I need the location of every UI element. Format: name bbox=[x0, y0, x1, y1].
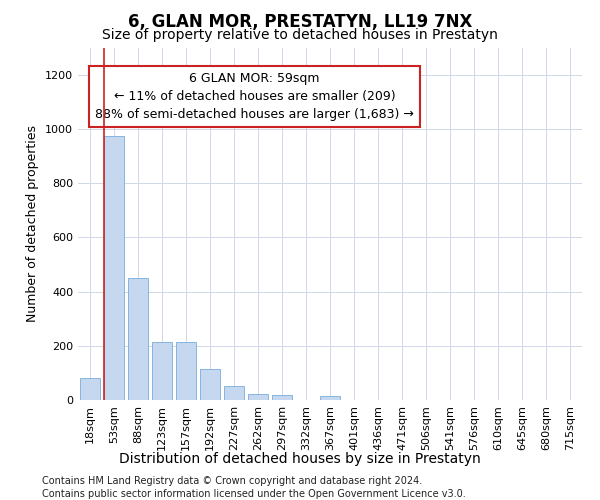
Bar bbox=[80, 378, 100, 400]
Text: Size of property relative to detached houses in Prestatyn: Size of property relative to detached ho… bbox=[102, 28, 498, 42]
Y-axis label: Number of detached properties: Number of detached properties bbox=[26, 125, 40, 322]
Bar bbox=[200, 369, 220, 400]
Text: 6, GLAN MOR, PRESTATYN, LL19 7NX: 6, GLAN MOR, PRESTATYN, LL19 7NX bbox=[128, 12, 472, 30]
Bar bbox=[224, 386, 244, 400]
Bar bbox=[320, 396, 340, 400]
Bar bbox=[272, 394, 292, 400]
Text: Contains HM Land Registry data © Crown copyright and database right 2024.: Contains HM Land Registry data © Crown c… bbox=[42, 476, 422, 486]
Text: 6 GLAN MOR: 59sqm
← 11% of detached houses are smaller (209)
88% of semi-detache: 6 GLAN MOR: 59sqm ← 11% of detached hous… bbox=[95, 72, 414, 121]
Bar bbox=[104, 136, 124, 400]
Bar bbox=[248, 394, 268, 400]
Bar bbox=[128, 278, 148, 400]
Text: Distribution of detached houses by size in Prestatyn: Distribution of detached houses by size … bbox=[119, 452, 481, 466]
Bar bbox=[176, 342, 196, 400]
Bar bbox=[152, 342, 172, 400]
Text: Contains public sector information licensed under the Open Government Licence v3: Contains public sector information licen… bbox=[42, 489, 466, 499]
